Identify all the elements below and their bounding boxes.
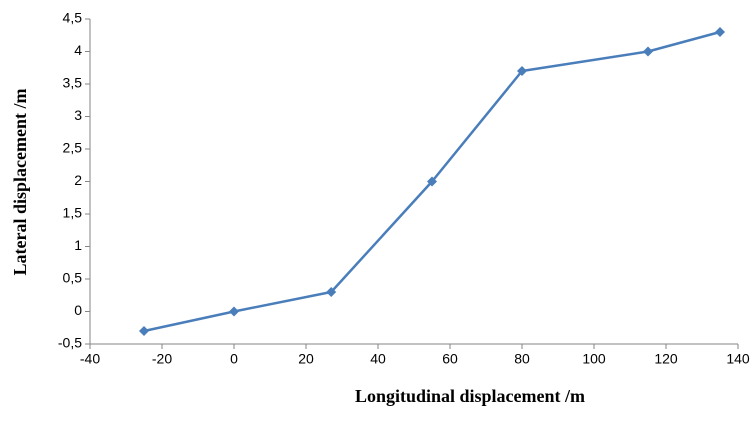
x-tick-label: 140 [726, 351, 750, 367]
x-tick-label: 80 [514, 351, 530, 367]
y-tick-label: 4 [74, 42, 82, 58]
x-tick-label: 60 [442, 351, 458, 367]
y-axis-title: Lateral displacement /m [10, 89, 30, 276]
y-tick-label: 0 [74, 302, 82, 318]
x-tick-label: 20 [298, 351, 314, 367]
data-marker [326, 287, 337, 297]
y-tick-label: 2,5 [63, 140, 83, 156]
data-marker [427, 176, 437, 187]
data-marker [643, 46, 653, 57]
x-tick-label: -40 [80, 351, 100, 367]
x-tick-label: -20 [152, 351, 172, 367]
x-tick-label: 100 [582, 351, 606, 367]
y-tick-label: -0,5 [58, 335, 82, 351]
y-tick-label: 2 [74, 172, 82, 188]
y-tick-label: 1 [74, 237, 82, 253]
x-tick-label: 0 [230, 351, 238, 367]
x-tick-label: 120 [654, 351, 678, 367]
y-tick-label: 1,5 [63, 205, 83, 221]
data-marker [517, 66, 527, 76]
y-tick-label: 3 [74, 107, 82, 123]
x-axis-title: Longitudinal displacement /m [355, 386, 585, 406]
y-tick-label: 4,5 [63, 10, 83, 26]
data-marker [139, 326, 149, 336]
x-tick-label: 40 [370, 351, 386, 367]
y-tick-label: 3,5 [63, 75, 83, 91]
data-marker [715, 27, 725, 37]
y-tick-label: 0,5 [63, 270, 83, 286]
data-marker [229, 306, 239, 317]
